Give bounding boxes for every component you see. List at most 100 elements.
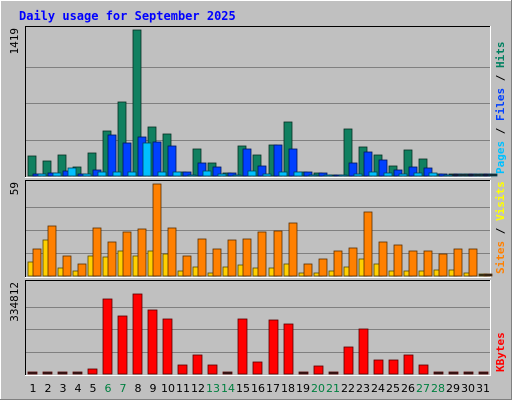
- bar-hits-day-8: [132, 29, 142, 177]
- bar-files-day-17: [273, 144, 283, 177]
- bar-kbytes-day-5: [87, 368, 98, 375]
- bar-pages-day-30: [473, 173, 483, 177]
- series-legend: KBytes: [494, 332, 507, 372]
- bar-pages-day-10: [172, 171, 182, 177]
- bar-kbytes-day-15: [237, 318, 248, 375]
- bar-kbytes-day-3: [57, 371, 68, 375]
- bar-files-day-27: [423, 167, 433, 177]
- bar-pages-day-20: [323, 174, 333, 177]
- bar-sites-day-21: [333, 250, 343, 277]
- bar-kbytes-day-29: [448, 371, 459, 375]
- bar-sites-day-7: [122, 231, 132, 277]
- bar-sites-day-31: [483, 273, 493, 277]
- bar-files-day-16: [257, 165, 267, 177]
- bar-hits-day-22: [343, 128, 353, 177]
- chart-panels: 1419 Pages / Files / Hits 59 Sites / Visits…: [8, 26, 507, 376]
- bar-kbytes-day-30: [463, 371, 474, 375]
- legend-entry: Files: [494, 88, 507, 121]
- x-tick-day-13: 13: [206, 382, 220, 395]
- bar-hits-day-5: [87, 152, 97, 177]
- y-max-label: 1419: [8, 28, 21, 55]
- bar-files-day-7: [122, 142, 132, 177]
- x-tick-day-14: 14: [221, 382, 235, 395]
- bar-sites-day-17: [273, 230, 283, 277]
- x-tick-day-11: 11: [176, 382, 190, 395]
- bar-sites-day-25: [393, 244, 403, 277]
- bar-pages-day-18: [293, 171, 303, 177]
- series-legend: Pages / Files / Hits: [494, 42, 507, 175]
- x-tick-day-25: 25: [386, 382, 400, 395]
- bar-pages-day-4: [82, 173, 92, 177]
- bar-sites-day-8: [137, 228, 147, 277]
- bar-sites-day-9: [152, 183, 162, 277]
- bar-files-day-25: [393, 169, 403, 177]
- bar-kbytes-day-22: [343, 346, 354, 375]
- bar-kbytes-day-14: [222, 371, 233, 375]
- bar-hits-day-3: [57, 154, 67, 177]
- bar-kbytes-day-17: [268, 319, 279, 375]
- bar-sites-day-3: [62, 255, 72, 277]
- bar-kbytes-day-8: [132, 293, 143, 375]
- bar-files-day-19: [303, 171, 313, 177]
- bar-hits-day-27: [418, 158, 428, 177]
- bar-pages-day-9: [157, 171, 167, 177]
- x-tick-day-16: 16: [251, 382, 265, 395]
- bar-kbytes-day-21: [328, 371, 339, 375]
- bar-hits-day-2: [42, 160, 52, 177]
- bar-files-day-26: [408, 166, 418, 177]
- legend-entry: /: [494, 121, 507, 141]
- bar-kbytes-day-4: [72, 371, 83, 375]
- x-tick-day-10: 10: [161, 382, 175, 395]
- bar-files-day-9: [152, 141, 162, 177]
- bar-files-day-24: [378, 159, 388, 177]
- bar-pages-day-11: [187, 174, 197, 177]
- bar-sites-day-14: [227, 239, 237, 277]
- legend-entry: Pages: [494, 141, 507, 174]
- bar-kbytes-day-12: [192, 354, 203, 375]
- bar-sites-day-23: [363, 211, 373, 277]
- bar-files-day-12: [197, 162, 207, 177]
- bar-sites-day-28: [438, 253, 448, 277]
- bar-sites-day-24: [378, 241, 388, 277]
- x-tick-day-17: 17: [266, 382, 280, 395]
- x-tick-day-27: 27: [416, 382, 430, 395]
- x-tick-day-4: 4: [75, 382, 82, 395]
- bar-pages-day-17: [278, 171, 288, 177]
- legend-entry: Visits: [494, 181, 507, 221]
- bar-sites-day-12: [197, 238, 207, 277]
- bar-pages-day-21: [338, 174, 348, 177]
- y-max-label: 334812: [8, 282, 21, 322]
- legend-entry: KBytes: [494, 332, 507, 372]
- x-tick-day-22: 22: [341, 382, 355, 395]
- visits-panel: 59 Sites / Visits: [8, 180, 507, 278]
- x-tick-day-12: 12: [191, 382, 205, 395]
- x-tick-day-1: 1: [30, 382, 37, 395]
- bar-sites-day-22: [348, 247, 358, 277]
- bar-sites-day-29: [453, 248, 463, 277]
- bar-kbytes-day-25: [388, 359, 399, 375]
- legend-entry: Sites: [494, 241, 507, 274]
- legend-entry: /: [494, 68, 507, 88]
- bar-sites-day-15: [242, 238, 252, 277]
- bar-kbytes-day-2: [42, 371, 53, 375]
- bar-pages-day-31: [488, 173, 498, 177]
- bar-files-day-14: [227, 172, 237, 177]
- x-tick-day-20: 20: [311, 382, 325, 395]
- bar-hits-day-26: [403, 149, 413, 177]
- x-tick-day-8: 8: [135, 382, 142, 395]
- kbytes-panel: 334812 KBytes: [8, 280, 507, 376]
- bar-pages-day-14: [232, 174, 242, 177]
- x-tick-day-23: 23: [356, 382, 370, 395]
- x-tick-day-29: 29: [446, 382, 460, 395]
- bar-pages-day-25: [398, 173, 408, 177]
- bar-pages-day-6: [112, 171, 122, 177]
- bar-pages-day-27: [428, 172, 438, 177]
- bar-pages-day-7: [127, 171, 137, 177]
- chart-title: Daily usage for September 2025: [19, 9, 236, 23]
- bar-kbytes-day-26: [403, 354, 414, 375]
- bar-sites-day-11: [182, 255, 192, 277]
- bar-sites-day-13: [212, 248, 222, 277]
- x-tick-day-3: 3: [60, 382, 67, 395]
- x-tick-day-19: 19: [296, 382, 310, 395]
- bar-sites-day-30: [468, 248, 478, 277]
